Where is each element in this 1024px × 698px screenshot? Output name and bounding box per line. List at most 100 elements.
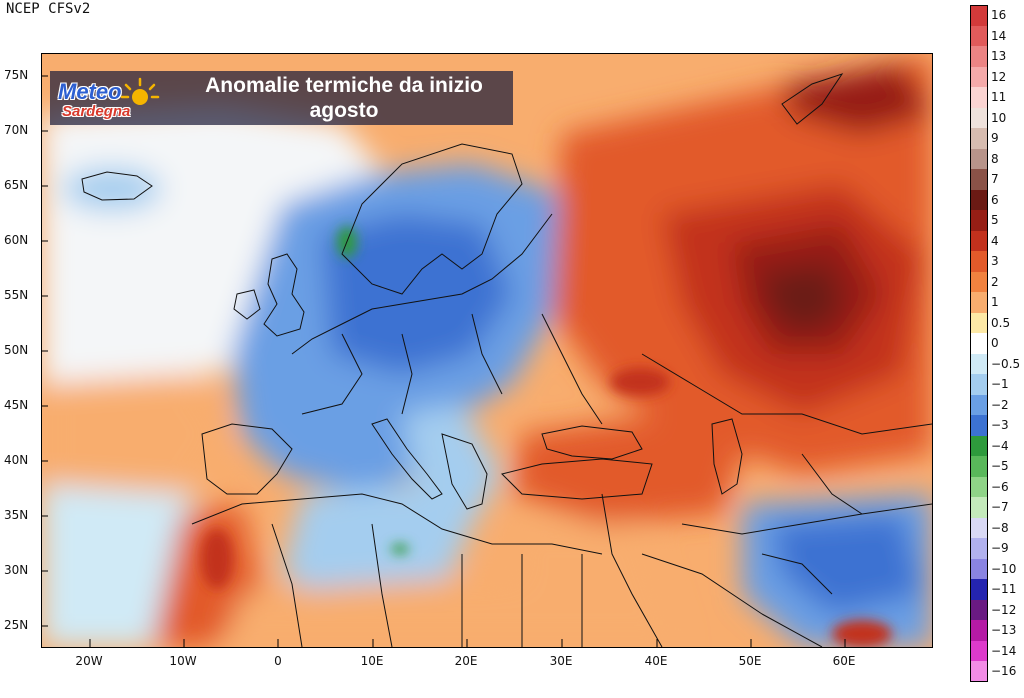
lon-tick-20e: 20E	[454, 654, 478, 668]
legend-label: −12	[991, 602, 1017, 617]
legend-entry: −7	[970, 497, 1020, 518]
legend-swatch	[970, 415, 988, 436]
legend-entry: −4	[970, 435, 1020, 456]
lat-tick-65n: 65N	[4, 178, 29, 192]
legend-entry: −2	[970, 394, 1020, 415]
legend-entry: 0	[970, 333, 1020, 354]
legend-entry: 13	[970, 46, 1020, 67]
legend-swatch	[970, 640, 988, 661]
legend-label: −4	[991, 438, 1009, 453]
legend-swatch	[970, 476, 988, 497]
legend-entry: −0.5	[970, 353, 1021, 374]
meteo-sardegna-logo: Meteo Sardegna	[56, 77, 166, 121]
legend-label: 1	[991, 295, 999, 309]
lon-tick-60e: 60E	[832, 654, 856, 668]
legend-label: −6	[991, 479, 1009, 494]
legend-entry: −1	[970, 374, 1020, 395]
map-title-line2: agosto	[309, 99, 379, 122]
legend-entry: 6	[970, 189, 1020, 210]
lat-tick-75n: 75N	[4, 68, 29, 82]
legend-label: 16	[991, 8, 1007, 22]
legend-swatch	[970, 558, 988, 579]
legend-entry: −3	[970, 415, 1020, 436]
data-source-label: NCEP CFSv2	[6, 1, 91, 17]
legend-entry: 1	[970, 292, 1020, 313]
legend-label: 4	[991, 233, 999, 248]
legend-entry: 14	[970, 25, 1020, 46]
color-scale-legend: 16 14 13 12 11 10 9 8 7 6 5 4 3 2 1 0.5 0 −0.5 −1 −2 −3 −4 −5 −…	[970, 5, 1020, 682]
legend-label: 11	[991, 90, 1007, 104]
temperature-anomaly-map	[42, 54, 932, 647]
legend-entry: −11	[970, 579, 1020, 600]
legend-label: −7	[991, 500, 1009, 514]
legend-label: −11	[991, 582, 1017, 596]
map-title: Anomalie termiche da inizio agosto	[175, 71, 513, 123]
legend-entry: 2	[970, 271, 1020, 292]
legend-label: −2	[991, 397, 1009, 412]
legend-swatch	[970, 107, 988, 128]
legend-label: 6	[991, 192, 999, 207]
legend-swatch	[970, 230, 988, 251]
legend-swatch	[970, 517, 988, 538]
legend-label: 2	[991, 274, 999, 289]
legend-swatch	[970, 25, 988, 46]
lat-tick-70n: 70N	[4, 123, 29, 137]
legend-label: 9	[991, 131, 999, 145]
map-panel	[41, 53, 933, 648]
lat-tick-60n: 60N	[4, 233, 29, 247]
lat-tick-40n: 40N	[4, 453, 29, 467]
legend-swatch	[970, 5, 988, 26]
legend-swatch	[970, 599, 988, 620]
legend-label: 13	[991, 49, 1007, 63]
legend-label: 7	[991, 172, 999, 186]
legend-entry: 9	[970, 128, 1020, 149]
lat-tick-50n: 50N	[4, 343, 29, 357]
legend-entry: 5	[970, 210, 1020, 231]
legend-label: 0	[991, 336, 999, 350]
legend-entry: −6	[970, 476, 1020, 497]
legend-entry: 16	[970, 5, 1020, 26]
legend-swatch	[970, 374, 988, 395]
legend-swatch	[970, 312, 988, 333]
legend-entry: 7	[970, 169, 1020, 190]
legend-entry: 4	[970, 230, 1020, 251]
legend-entry: −16	[970, 661, 1020, 682]
lon-tick-40e: 40E	[644, 654, 668, 668]
legend-swatch	[970, 210, 988, 231]
lat-tick-35n: 35N	[4, 508, 29, 522]
legend-label: −1	[991, 377, 1009, 391]
legend-entry: −14	[970, 640, 1020, 661]
legend-entry: −9	[970, 538, 1020, 559]
legend-label: 10	[991, 110, 1007, 125]
legend-entry: 3	[970, 251, 1020, 272]
legend-label: 12	[991, 69, 1007, 84]
lon-tick-10e: 10E	[360, 654, 384, 668]
legend-swatch	[970, 271, 988, 292]
legend-entry: 0.5	[970, 312, 1020, 333]
legend-label: −10	[991, 561, 1017, 576]
legend-label: −0.5	[991, 356, 1021, 371]
legend-swatch	[970, 538, 988, 559]
legend-swatch	[970, 292, 988, 313]
legend-label: 14	[991, 28, 1007, 43]
legend-swatch	[970, 169, 988, 190]
legend-entry: 8	[970, 148, 1020, 169]
lon-tick-0: 0	[274, 654, 282, 668]
legend-swatch	[970, 66, 988, 87]
legend-entry: 10	[970, 107, 1020, 128]
lon-tick-10w: 10W	[169, 654, 197, 668]
legend-swatch	[970, 435, 988, 456]
legend-entry: −13	[970, 620, 1020, 641]
legend-label: −13	[991, 623, 1017, 637]
legend-label: 5	[991, 213, 999, 227]
legend-swatch	[970, 148, 988, 169]
legend-swatch	[970, 579, 988, 600]
legend-entry: 11	[970, 87, 1020, 108]
legend-swatch	[970, 620, 988, 641]
legend-swatch	[970, 456, 988, 477]
lon-tick-30e: 30E	[549, 654, 573, 668]
map-title-line1: Anomalie termiche da inizio	[205, 74, 483, 97]
legend-entry: −12	[970, 599, 1020, 620]
legend-swatch	[970, 333, 988, 354]
legend-swatch	[970, 661, 988, 682]
